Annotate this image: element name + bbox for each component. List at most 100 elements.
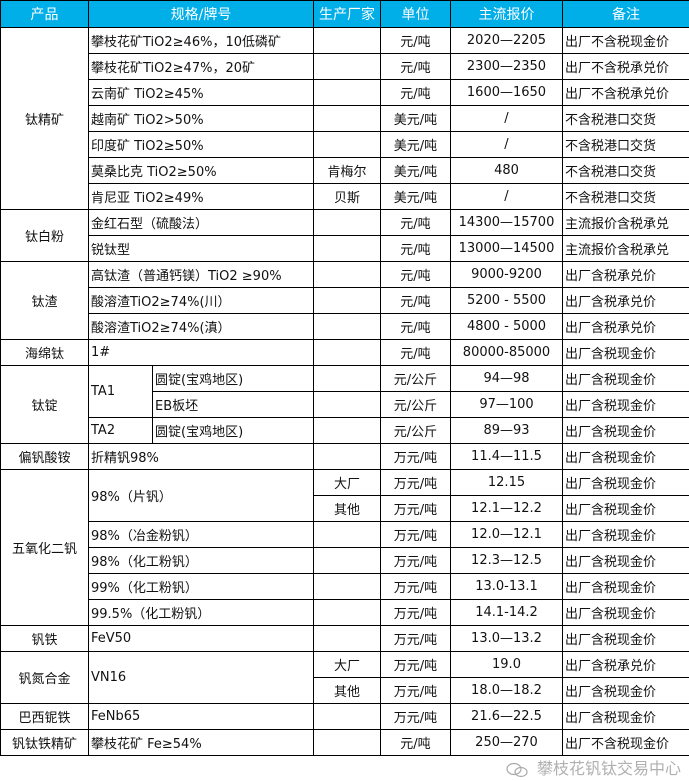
price-cell: 480 bbox=[450, 157, 563, 184]
note-cell: 出厂含税现金价 bbox=[562, 599, 689, 626]
header-unit: 单位 bbox=[380, 0, 451, 28]
table-row: 越南矿 TiO2>50% 美元/吨 / 不含税港口交货 bbox=[1, 105, 689, 132]
unit-cell: 元/公斤 bbox=[380, 417, 451, 444]
unit-cell: 元/吨 bbox=[380, 339, 451, 366]
table-row: 酸溶渣TiO2≥74%(滇） 元/吨 4800 - 5000 出厂含税承兑价 bbox=[1, 313, 689, 340]
price-cell: / bbox=[450, 105, 563, 132]
spec-cell: TA1 bbox=[88, 365, 153, 418]
note-cell: 主流报价含税承兑 bbox=[562, 235, 689, 262]
unit-cell: 元/吨 bbox=[380, 209, 451, 236]
spec-cell: FeV50 bbox=[88, 625, 314, 652]
unit-cell: 元/吨 bbox=[380, 313, 451, 340]
spec-cell: 越南矿 TiO2>50% bbox=[88, 105, 314, 132]
product-cell: 钒氮合金 bbox=[0, 651, 89, 704]
price-cell: 80000-85000 bbox=[450, 339, 563, 366]
table-row: 海绵钛 1# 元/吨 80000-85000 出厂含税现金价 bbox=[0, 339, 689, 366]
maker-cell bbox=[313, 53, 381, 80]
spec-cell: 高钛渣（普通钙镁）TiO2 ≥90% bbox=[88, 261, 314, 288]
sub-spec-cell: 圆锭(宝鸡地区) bbox=[152, 417, 314, 444]
note-cell: 出厂含税承兑价 bbox=[562, 651, 689, 678]
table-row: 五氧化二钒 98%（片钒） 大厂 万元/吨 12.15 出厂含税现金价 bbox=[0, 469, 689, 626]
spec-cell: 99%（化工粉钒） bbox=[88, 573, 314, 600]
table-row: 锐钛型 元/吨 13000—14500 主流报价含税承兑 bbox=[1, 235, 689, 262]
watermark: 攀枝花钒钛交易中心 bbox=[506, 759, 681, 779]
table-row: 钛锭 TA1 圆锭(宝鸡地区) 元/公斤 94—98 出厂含税现金价 bbox=[0, 365, 689, 444]
maker-cell bbox=[313, 547, 381, 574]
price-cell: 14.1-14.2 bbox=[450, 599, 563, 626]
unit-cell: 元/吨 bbox=[380, 729, 451, 756]
table-row: 偏钒酸铵 折精钒98% 万元/吨 11.4—11.5 出厂含税现金价 bbox=[0, 443, 689, 470]
note-cell: 出厂含税承兑价 bbox=[562, 287, 689, 314]
sub-spec-cell: 圆锭(宝鸡地区) bbox=[152, 365, 314, 392]
table-row: 莫桑比克 TiO2≥50% 肯梅尔 美元/吨 480 不含税港口交货 bbox=[1, 157, 689, 184]
note-cell: 出厂含税现金价 bbox=[562, 625, 689, 652]
price-cell: / bbox=[450, 183, 563, 210]
note-cell: 不含税港口交货 bbox=[562, 131, 689, 158]
price-cell: 2020—2205 bbox=[450, 27, 563, 54]
unit-cell: 元/公斤 bbox=[380, 391, 451, 418]
product-cell: 钛白粉 bbox=[0, 209, 89, 262]
spec-cell: 云南矿 TiO2≥45% bbox=[88, 79, 314, 106]
price-cell: 13.0-13.1 bbox=[450, 573, 563, 600]
price-cell: / bbox=[450, 131, 563, 158]
maker-cell bbox=[313, 729, 381, 756]
table-row: TA2 圆锭(宝鸡地区) 元/公斤 89—93 出厂含税现金价 bbox=[1, 417, 689, 444]
product-cell: 巴西铌铁 bbox=[0, 703, 89, 730]
unit-cell: 元/吨 bbox=[380, 27, 451, 54]
price-cell: 9000-9200 bbox=[450, 261, 563, 288]
table-row: 99.5%（化工粉钒） 万元/吨 14.1-14.2 出厂含税现金价 bbox=[1, 599, 689, 626]
maker-cell: 贝斯 bbox=[313, 183, 381, 210]
note-cell: 不含税港口交货 bbox=[562, 183, 689, 210]
price-cell: 2300—2350 bbox=[450, 53, 563, 80]
unit-cell: 万元/吨 bbox=[380, 573, 451, 600]
spec-cell: 98%（片钒） bbox=[88, 469, 314, 522]
price-cell: 12.1—12.2 bbox=[450, 495, 563, 522]
product-cell: 五氧化二钒 bbox=[0, 469, 89, 626]
table-row: 钛白粉 金红石型（硫酸法） 元/吨 14300—15700 主流报价含税承兑 bbox=[0, 209, 689, 262]
table-row: 攀枝花矿TiO2≥47%，20矿 元/吨 2300—2350 出厂不含税承兑价 bbox=[1, 53, 689, 80]
price-cell: 13.0—13.2 bbox=[450, 625, 563, 652]
unit-cell: 元/公斤 bbox=[380, 365, 451, 392]
unit-cell: 万元/吨 bbox=[380, 651, 451, 678]
spec-cell: 攀枝花矿TiO2≥46%，10低磷矿 bbox=[88, 27, 314, 54]
product-cell: 海绵钛 bbox=[0, 339, 89, 366]
price-cell: 14300—15700 bbox=[450, 209, 563, 236]
note-cell: 出厂含税现金价 bbox=[562, 547, 689, 574]
spec-cell: 99.5%（化工粉钒） bbox=[88, 599, 314, 626]
spec-cell: VN16 bbox=[88, 651, 314, 704]
unit-cell: 万元/吨 bbox=[380, 495, 451, 522]
table-row: 云南矿 TiO2≥45% 元/吨 1600—1650 出厂不含税承兑价 bbox=[1, 79, 689, 106]
product-cell: 钒铁 bbox=[0, 625, 89, 652]
note-cell: 出厂不含税承兑价 bbox=[562, 53, 689, 80]
unit-cell: 万元/吨 bbox=[380, 599, 451, 626]
price-cell: 12.3—12.5 bbox=[450, 547, 563, 574]
maker-cell bbox=[313, 287, 381, 314]
maker-cell bbox=[313, 105, 381, 132]
note-cell: 出厂含税现金价 bbox=[562, 573, 689, 600]
product-cell: 偏钒酸铵 bbox=[0, 443, 89, 470]
unit-cell: 美元/吨 bbox=[380, 183, 451, 210]
table-row: 钒氮合金 VN16 大厂 万元/吨 19.0 出厂含税承兑价 bbox=[0, 651, 689, 704]
header-maker: 生产厂家 bbox=[313, 0, 381, 28]
unit-cell: 万元/吨 bbox=[380, 703, 451, 730]
note-cell: 不含税港口交货 bbox=[562, 157, 689, 184]
price-cell: 5200 - 5500 bbox=[450, 287, 563, 314]
price-cell: 97—100 bbox=[450, 391, 563, 418]
price-cell: 18.0—18.2 bbox=[450, 677, 563, 704]
price-cell: 19.0 bbox=[450, 651, 563, 678]
note-cell: 出厂含税现金价 bbox=[562, 703, 689, 730]
price-cell: 89—93 bbox=[450, 417, 563, 444]
note-cell: 出厂含税承兑价 bbox=[562, 261, 689, 288]
note-cell: 出厂不含税现金价 bbox=[562, 729, 689, 756]
note-cell: 出厂不含税承兑价 bbox=[562, 79, 689, 106]
note-cell: 出厂含税现金价 bbox=[562, 521, 689, 548]
table-row: 钒铁 FeV50 万元/吨 13.0—13.2 出厂含税现金价 bbox=[0, 625, 689, 652]
spec-cell: FeNb65 bbox=[88, 703, 314, 730]
note-cell: 出厂含税现金价 bbox=[562, 495, 689, 522]
spec-cell: 锐钛型 bbox=[88, 235, 314, 262]
unit-cell: 万元/吨 bbox=[380, 443, 451, 470]
table-row: 酸溶渣TiO2≥74%(川） 元/吨 5200 - 5500 出厂含税承兑价 bbox=[1, 287, 689, 314]
note-cell: 出厂含税承兑价 bbox=[562, 313, 689, 340]
spec-cell: 攀枝花矿TiO2≥47%，20矿 bbox=[88, 53, 314, 80]
product-cell: 钛锭 bbox=[0, 365, 89, 444]
